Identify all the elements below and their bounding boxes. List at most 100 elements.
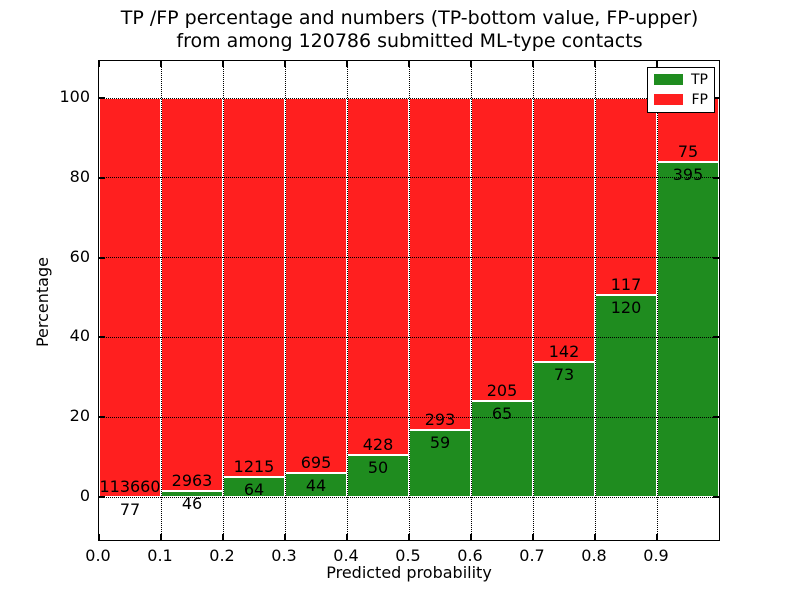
y-tick-label: 80	[69, 166, 90, 186]
legend-label-fp: FP	[691, 91, 709, 108]
fp-count-label: 695	[300, 453, 332, 473]
bar-segment-tp	[595, 294, 657, 497]
x-tick-mark	[656, 534, 658, 540]
bar-segment-tp	[409, 430, 471, 497]
y-tick-mark-right	[713, 176, 719, 179]
bar-segment-tp	[347, 455, 409, 497]
legend-row-tp: TP	[654, 71, 708, 88]
x-tick-label: 0.7	[519, 546, 545, 565]
bar-segment-fp	[161, 98, 223, 491]
x-tick-mark	[408, 534, 410, 540]
tp-count-label: 50	[367, 458, 389, 478]
v-gridline	[346, 61, 348, 540]
y-tick-label: 0	[79, 486, 90, 505]
x-tick-mark	[98, 534, 100, 540]
x-tick-mark-top	[222, 61, 224, 67]
y-axis-label: Percentage	[33, 257, 52, 348]
legend-row-fp: FP	[654, 91, 708, 108]
tp-count-label: 59	[429, 433, 451, 453]
bar-segment-fp	[223, 98, 285, 478]
tp-count-label: 395	[672, 164, 704, 184]
tp-count-label: 77	[119, 499, 141, 519]
x-tick-mark	[594, 534, 596, 540]
tp-count-label: 46	[181, 493, 203, 513]
legend-label-tp: TP	[691, 71, 708, 88]
x-tick-label: 0.6	[457, 546, 483, 565]
bar-segment-fp	[409, 98, 471, 431]
y-tick-label: 100	[59, 87, 90, 106]
legend-swatch-fp	[654, 94, 683, 105]
bar-segment-fp	[533, 98, 595, 362]
bar-segment-fp	[471, 98, 533, 401]
y-tick-mark-right	[713, 416, 719, 419]
legend-box: TP FP	[647, 67, 715, 113]
x-tick-mark	[346, 534, 348, 540]
v-gridline	[594, 61, 596, 540]
fp-count-label: 117	[610, 274, 642, 294]
x-tick-mark-top	[346, 61, 348, 67]
x-tick-mark-top	[532, 61, 534, 67]
x-tick-label: 0.3	[271, 546, 297, 565]
tp-count-label: 120	[610, 297, 642, 317]
y-tick-mark-right	[713, 336, 719, 339]
y-tick-mark	[99, 336, 105, 339]
legend-swatch-tp	[654, 74, 683, 85]
x-tick-mark-top	[594, 61, 596, 67]
x-tick-label: 0.1	[147, 546, 173, 565]
bar-segment-tp	[657, 161, 719, 497]
y-tick-mark	[99, 176, 105, 179]
x-tick-label: 0.2	[209, 546, 235, 565]
x-tick-mark-top	[470, 61, 472, 67]
x-axis-label: Predicted probability	[326, 563, 492, 582]
chart-title-line1: TP /FP percentage and numbers (TP-bottom…	[120, 7, 699, 29]
y-tick-label: 40	[69, 326, 90, 346]
y-tick-label: 20	[69, 406, 90, 426]
bar-segment-tp	[533, 361, 595, 497]
bar-segment-fp	[595, 98, 657, 295]
fp-count-label: 428	[362, 435, 394, 455]
y-tick-mark-right	[713, 496, 719, 498]
tp-count-label: 73	[553, 364, 575, 384]
y-tick-mark-right	[713, 256, 719, 259]
v-gridline	[656, 61, 658, 540]
y-tick-label: 60	[69, 246, 90, 266]
fp-count-label: 1215	[233, 457, 275, 477]
y-tick-mark-right	[713, 97, 719, 99]
plot-area: 113660 77 2963 46 1215 64 695 44 428 50 293 59 205 65…	[98, 60, 720, 541]
y-tick-mark	[99, 496, 105, 498]
fp-count-label: 142	[548, 341, 580, 361]
v-gridline	[470, 61, 472, 540]
v-gridline	[408, 61, 410, 540]
x-tick-mark-top	[98, 61, 100, 67]
v-gridline	[284, 61, 286, 540]
bar-segment-fp	[347, 98, 409, 456]
v-gridline	[532, 61, 534, 540]
x-tick-label: 0.9	[643, 546, 669, 565]
bar-segment-fp	[99, 98, 161, 497]
tp-count-label: 44	[305, 476, 327, 496]
x-tick-label: 0.4	[333, 546, 359, 565]
v-gridline	[160, 61, 162, 540]
fp-count-label: 293	[424, 410, 456, 430]
x-tick-mark	[470, 534, 472, 540]
y-tick-mark	[99, 256, 105, 259]
x-tick-label: 0.5	[395, 546, 421, 565]
chart-title-line2: from among 120786 submitted ML-type cont…	[176, 30, 643, 52]
x-tick-mark	[160, 534, 162, 540]
fp-count-label: 2963	[171, 470, 213, 490]
x-tick-mark	[284, 534, 286, 540]
x-tick-label: 0.0	[85, 546, 111, 565]
v-gridline	[222, 61, 224, 540]
fp-count-label: 75	[677, 141, 699, 161]
x-tick-mark-top	[160, 61, 162, 67]
tp-count-label: 65	[491, 403, 513, 423]
x-tick-mark	[532, 534, 534, 540]
y-tick-mark	[99, 97, 105, 99]
fp-count-label: 205	[486, 380, 518, 400]
x-tick-mark-top	[284, 61, 286, 67]
x-tick-mark-top	[408, 61, 410, 67]
fp-count-label: 113660	[99, 476, 161, 496]
x-tick-mark	[222, 534, 224, 540]
y-tick-mark	[99, 416, 105, 419]
